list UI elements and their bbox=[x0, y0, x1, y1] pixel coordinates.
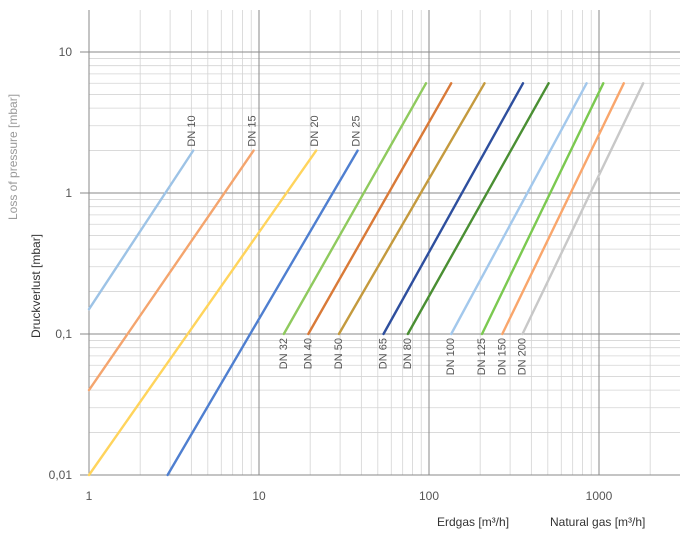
series-label-dn150: DN 150 bbox=[496, 338, 508, 375]
series-label-dn80: DN 80 bbox=[402, 338, 414, 369]
series-line-dn15 bbox=[87, 149, 255, 392]
series-label-dn10: DN 10 bbox=[186, 115, 198, 146]
series-line-dn150 bbox=[501, 82, 625, 336]
x-tick-label: 100 bbox=[419, 489, 439, 503]
x-axis-title-en: Natural gas [m³/h] bbox=[550, 515, 645, 529]
major-gridlines bbox=[80, 10, 680, 476]
series-label-dn125: DN 125 bbox=[476, 338, 488, 375]
series-line-dn10 bbox=[87, 149, 195, 311]
x-tick-label: 1 bbox=[86, 489, 93, 503]
y-tick-label: 10 bbox=[59, 45, 73, 59]
series-line-dn40 bbox=[307, 82, 453, 336]
series-label-dn200: DN 200 bbox=[517, 338, 529, 375]
series-line-dn100 bbox=[450, 82, 588, 336]
series-label-dn20: DN 20 bbox=[309, 115, 321, 146]
series-lines bbox=[87, 82, 645, 477]
series-line-dn65 bbox=[382, 82, 525, 336]
series-line-dn125 bbox=[480, 82, 605, 336]
series-label-dn15: DN 15 bbox=[247, 115, 259, 146]
x-axis-title: Erdgas [m³/h] bbox=[437, 515, 509, 529]
y-axis-title: Druckverlust [mbar] bbox=[29, 234, 43, 338]
series-label-dn100: DN 100 bbox=[445, 338, 457, 375]
series-line-dn80 bbox=[406, 82, 550, 336]
series-label-dn65: DN 65 bbox=[378, 338, 390, 369]
y-tick-label: 1 bbox=[65, 186, 72, 200]
series-line-dn200 bbox=[521, 82, 645, 336]
series-line-dn50 bbox=[337, 82, 486, 336]
y-tick-label: 0,1 bbox=[55, 327, 72, 341]
series-label-dn25: DN 25 bbox=[351, 115, 363, 146]
x-tick-label: 10 bbox=[252, 489, 266, 503]
series-line-dn20 bbox=[87, 149, 318, 477]
series-labels: DN 10 DN 15 DN 20 DN 25 DN 32 DN 40 DN 50 DN 65… bbox=[186, 115, 528, 375]
minor-gridlines bbox=[89, 10, 680, 475]
series-label-dn50: DN 50 bbox=[333, 338, 345, 369]
tick-labels: 0,01 0,1 1 10 1 10 100 1000 bbox=[49, 45, 613, 503]
series-label-dn40: DN 40 bbox=[302, 338, 314, 369]
y-axis-title-en: Loss of pressure [mbar] bbox=[6, 94, 20, 220]
series-line-dn32 bbox=[282, 82, 428, 336]
y-tick-label: 0,01 bbox=[49, 468, 73, 482]
series-label-dn32: DN 32 bbox=[278, 338, 290, 369]
series-line-dn25 bbox=[166, 149, 359, 477]
x-tick-label: 1000 bbox=[586, 489, 613, 503]
